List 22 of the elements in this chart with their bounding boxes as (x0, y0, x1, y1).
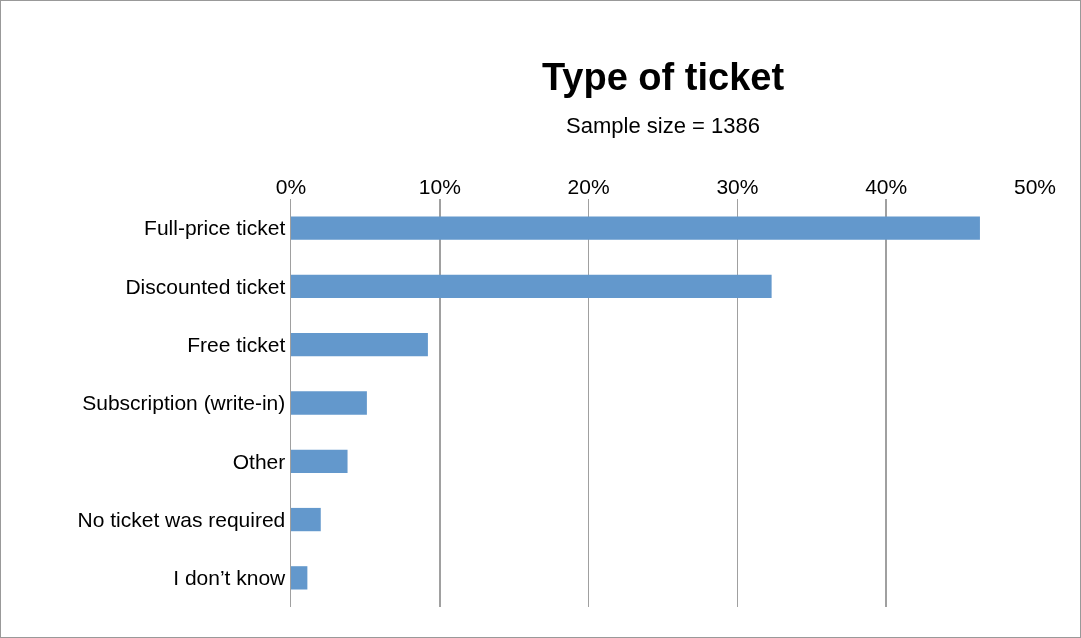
bar (291, 391, 367, 415)
x-tick-label: 0% (275, 174, 307, 198)
x-tick-label: 10% (418, 174, 461, 198)
bar (291, 507, 321, 532)
chart-subtitle: Sample size = 1386 (566, 113, 760, 139)
y-tick-label: Subscription (write-in) (82, 391, 286, 415)
bar (291, 216, 980, 240)
x-tick-label: 30% (716, 174, 759, 198)
bar (291, 566, 308, 590)
y-tick-label: No ticket was required (77, 507, 286, 531)
y-tick-label: Discounted ticket (125, 274, 286, 298)
x-tick-label: 20% (567, 174, 610, 198)
x-tick-label: 50% (1013, 174, 1057, 198)
y-tick-label: Full-price ticket (144, 216, 286, 240)
chart-title: Type of ticket (541, 56, 785, 99)
bar (291, 274, 772, 299)
y-tick-label: Free ticket (187, 333, 286, 357)
x-tick-label: 40% (865, 174, 908, 198)
bar (291, 449, 348, 473)
bar (291, 333, 428, 357)
y-tick-label: I don’t know (173, 566, 287, 590)
y-tick-label: Other (232, 449, 286, 473)
